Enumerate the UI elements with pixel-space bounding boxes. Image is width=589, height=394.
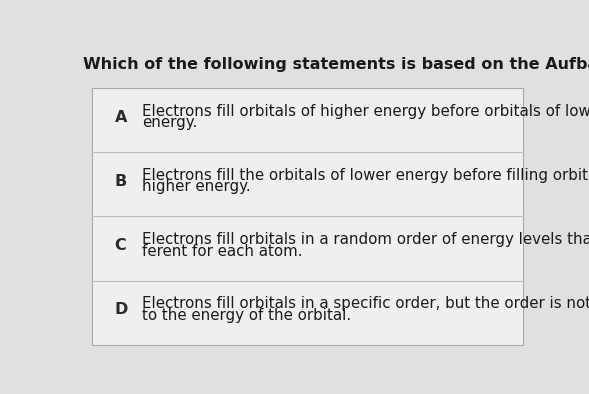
Text: B: B <box>115 174 127 189</box>
Text: ferent for each atom.: ferent for each atom. <box>142 243 303 258</box>
Text: D: D <box>115 302 128 317</box>
Text: A: A <box>115 110 127 125</box>
Text: C: C <box>115 238 127 253</box>
Text: energy.: energy. <box>142 115 197 130</box>
Text: Electrons fill orbitals in a specific order, but the order is not related: Electrons fill orbitals in a specific or… <box>142 296 589 311</box>
Text: to the energy of the orbital.: to the energy of the orbital. <box>142 308 351 323</box>
Text: Electrons fill orbitals in a random order of energy levels that is dif-: Electrons fill orbitals in a random orde… <box>142 232 589 247</box>
Text: Electrons fill the orbitals of lower energy before filling orbitals of: Electrons fill the orbitals of lower ene… <box>142 168 589 183</box>
Text: Electrons fill orbitals of higher energy before orbitals of lower: Electrons fill orbitals of higher energy… <box>142 104 589 119</box>
FancyBboxPatch shape <box>92 88 523 345</box>
Text: Which of the following statements is based on the Aufbau principle?: Which of the following statements is bas… <box>82 57 589 72</box>
Text: higher energy.: higher energy. <box>142 179 251 195</box>
